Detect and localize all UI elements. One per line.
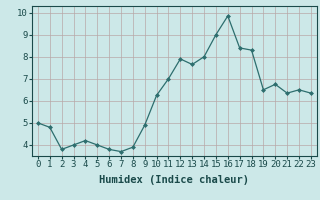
X-axis label: Humidex (Indice chaleur): Humidex (Indice chaleur): [100, 175, 249, 185]
